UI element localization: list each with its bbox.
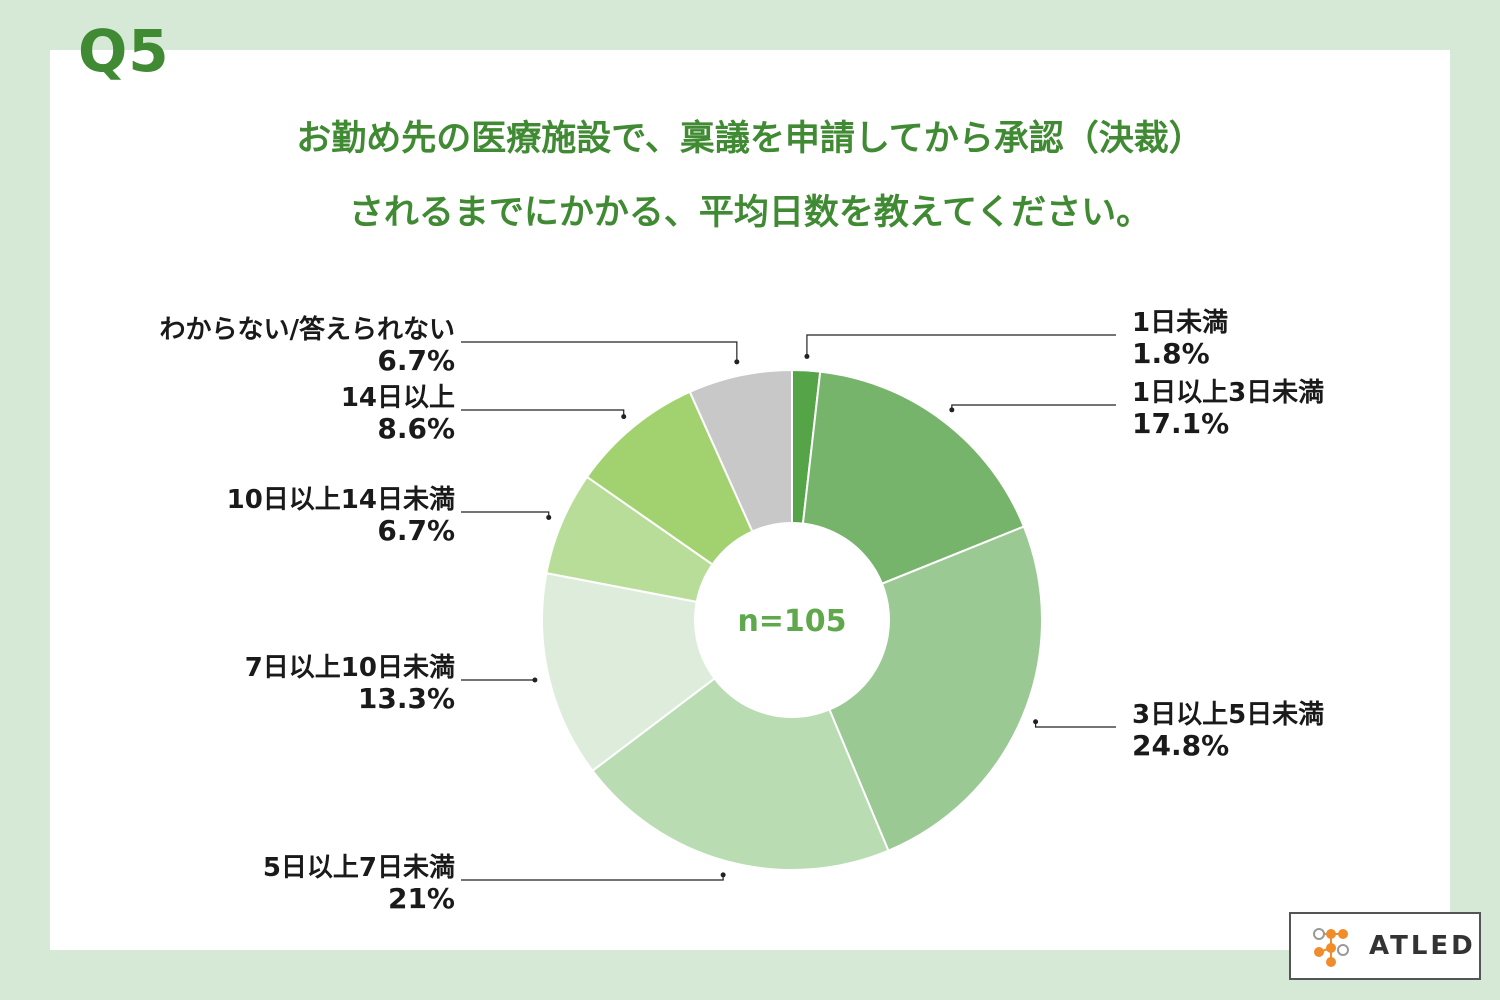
atled-logo: ATLED [1289, 912, 1481, 980]
callout-line [461, 874, 724, 881]
slice-label: 3日以上5日未満 [1132, 700, 1324, 730]
donut-hole [694, 522, 890, 718]
callout-line [461, 511, 550, 518]
slice-label: 1日以上3日未満 [1132, 378, 1324, 408]
slice-percent: 6.7% [377, 344, 455, 377]
callout-line [461, 409, 625, 417]
slice-label: 5日以上7日未満 [263, 853, 455, 883]
slice-label: 14日以上 [341, 383, 455, 413]
slice-percent: 1.8% [1132, 337, 1210, 370]
callout-line [1034, 721, 1116, 728]
atled-logo-icon [1313, 928, 1349, 967]
slice-label: わからない/答えられない [160, 314, 456, 345]
slice-percent: 13.3% [358, 682, 455, 715]
callout-line [806, 334, 1116, 357]
slice-percent: 6.7% [377, 514, 455, 547]
slice-label: 1日未満 [1132, 308, 1228, 338]
slice-label: 7日以上10日未満 [245, 653, 455, 683]
atled-logo-text: ATLED [1369, 931, 1476, 961]
callout-line [951, 404, 1116, 410]
question-title-line-1: お勤め先の医療施設で、稟議を申請してから承認（決裁） [296, 119, 1204, 159]
sample-size-label: n=105 [737, 604, 846, 639]
slice-percent: 24.8% [1132, 729, 1229, 762]
question-number: Q5 [78, 17, 170, 85]
slice-percent: 8.6% [377, 412, 455, 445]
slice-percent: 21% [388, 882, 455, 915]
slice-percent: 17.1% [1132, 407, 1229, 440]
slice-label: 10日以上14日未満 [227, 485, 455, 515]
question-title-line-2: されるまでにかかる、平均日数を教えてください。 [348, 193, 1152, 233]
callout-line [461, 341, 738, 362]
